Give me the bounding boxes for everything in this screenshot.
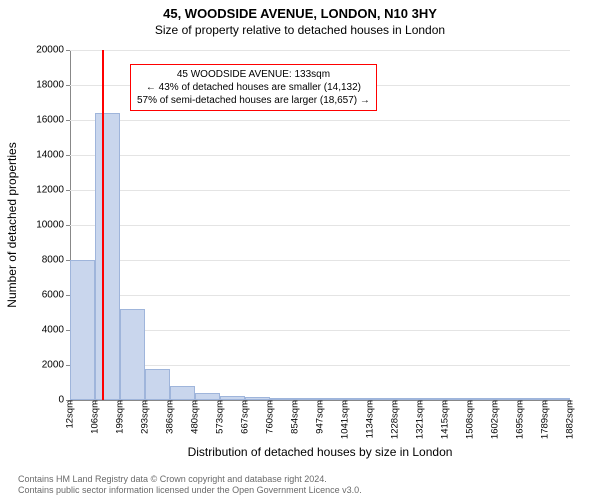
x-tick-label: 386sqm	[165, 400, 176, 434]
y-tick-label: 8000	[42, 255, 64, 266]
histogram-bar	[120, 309, 145, 400]
y-tick-mark	[66, 120, 70, 121]
x-tick-label: 1602sqm	[490, 400, 501, 439]
x-tick-label: 1228sqm	[390, 400, 401, 439]
gridline	[70, 50, 570, 51]
x-tick-label: 1321sqm	[415, 400, 426, 439]
y-tick-label: 18000	[36, 80, 64, 91]
gridline	[70, 295, 570, 296]
x-tick-label: 106sqm	[90, 400, 101, 434]
y-tick-label: 20000	[36, 45, 64, 56]
x-tick-label: 667sqm	[240, 400, 251, 434]
y-tick-label: 0	[58, 395, 64, 406]
reference-marker-line	[102, 50, 104, 400]
chart-title-main: 45, WOODSIDE AVENUE, LONDON, N10 3HY	[0, 0, 600, 21]
histogram-bar	[95, 113, 120, 400]
annotation-line: 45 WOODSIDE AVENUE: 133sqm	[137, 68, 370, 81]
gridline	[70, 260, 570, 261]
annotation-box: 45 WOODSIDE AVENUE: 133sqm← 43% of detac…	[130, 64, 377, 111]
x-tick-label: 1882sqm	[565, 400, 576, 439]
y-tick-label: 16000	[36, 115, 64, 126]
y-tick-label: 12000	[36, 185, 64, 196]
x-tick-label: 1695sqm	[515, 400, 526, 439]
x-tick-label: 293sqm	[140, 400, 151, 434]
x-tick-label: 1415sqm	[440, 400, 451, 439]
y-tick-label: 6000	[42, 290, 64, 301]
y-tick-mark	[66, 155, 70, 156]
x-tick-label: 199sqm	[115, 400, 126, 434]
x-tick-label: 480sqm	[190, 400, 201, 434]
x-tick-label: 12sqm	[65, 400, 76, 429]
x-tick-label: 760sqm	[265, 400, 276, 434]
x-tick-label: 1789sqm	[540, 400, 551, 439]
y-tick-mark	[66, 50, 70, 51]
x-tick-label: 1134sqm	[365, 400, 376, 438]
y-tick-mark	[66, 85, 70, 86]
plot-area: 0200040006000800010000120001400016000180…	[70, 50, 570, 400]
y-tick-label: 14000	[36, 150, 64, 161]
y-tick-label: 2000	[42, 360, 64, 371]
x-tick-label: 854sqm	[290, 400, 301, 434]
x-tick-label: 573sqm	[215, 400, 226, 434]
x-tick-label: 1508sqm	[465, 400, 476, 439]
footer-attribution: Contains HM Land Registry data © Crown c…	[18, 474, 362, 497]
histogram-bar	[145, 369, 170, 401]
gridline	[70, 155, 570, 156]
gridline	[70, 225, 570, 226]
chart-container: 45, WOODSIDE AVENUE, LONDON, N10 3HY Siz…	[0, 0, 600, 500]
x-tick-label: 1041sqm	[340, 400, 351, 439]
chart-title-sub: Size of property relative to detached ho…	[0, 21, 600, 37]
annotation-line: 57% of semi-detached houses are larger (…	[137, 94, 370, 107]
footer-line-1: Contains HM Land Registry data © Crown c…	[18, 474, 362, 485]
footer-line-2: Contains public sector information licen…	[18, 485, 362, 496]
y-tick-mark	[66, 225, 70, 226]
gridline	[70, 190, 570, 191]
x-tick-label: 947sqm	[315, 400, 326, 434]
gridline	[70, 120, 570, 121]
y-tick-label: 10000	[36, 220, 64, 231]
histogram-bar	[170, 386, 195, 400]
y-tick-label: 4000	[42, 325, 64, 336]
x-axis-label: Distribution of detached houses by size …	[70, 445, 570, 459]
annotation-line: ← 43% of detached houses are smaller (14…	[137, 81, 370, 94]
histogram-bar	[70, 260, 95, 400]
y-tick-mark	[66, 190, 70, 191]
